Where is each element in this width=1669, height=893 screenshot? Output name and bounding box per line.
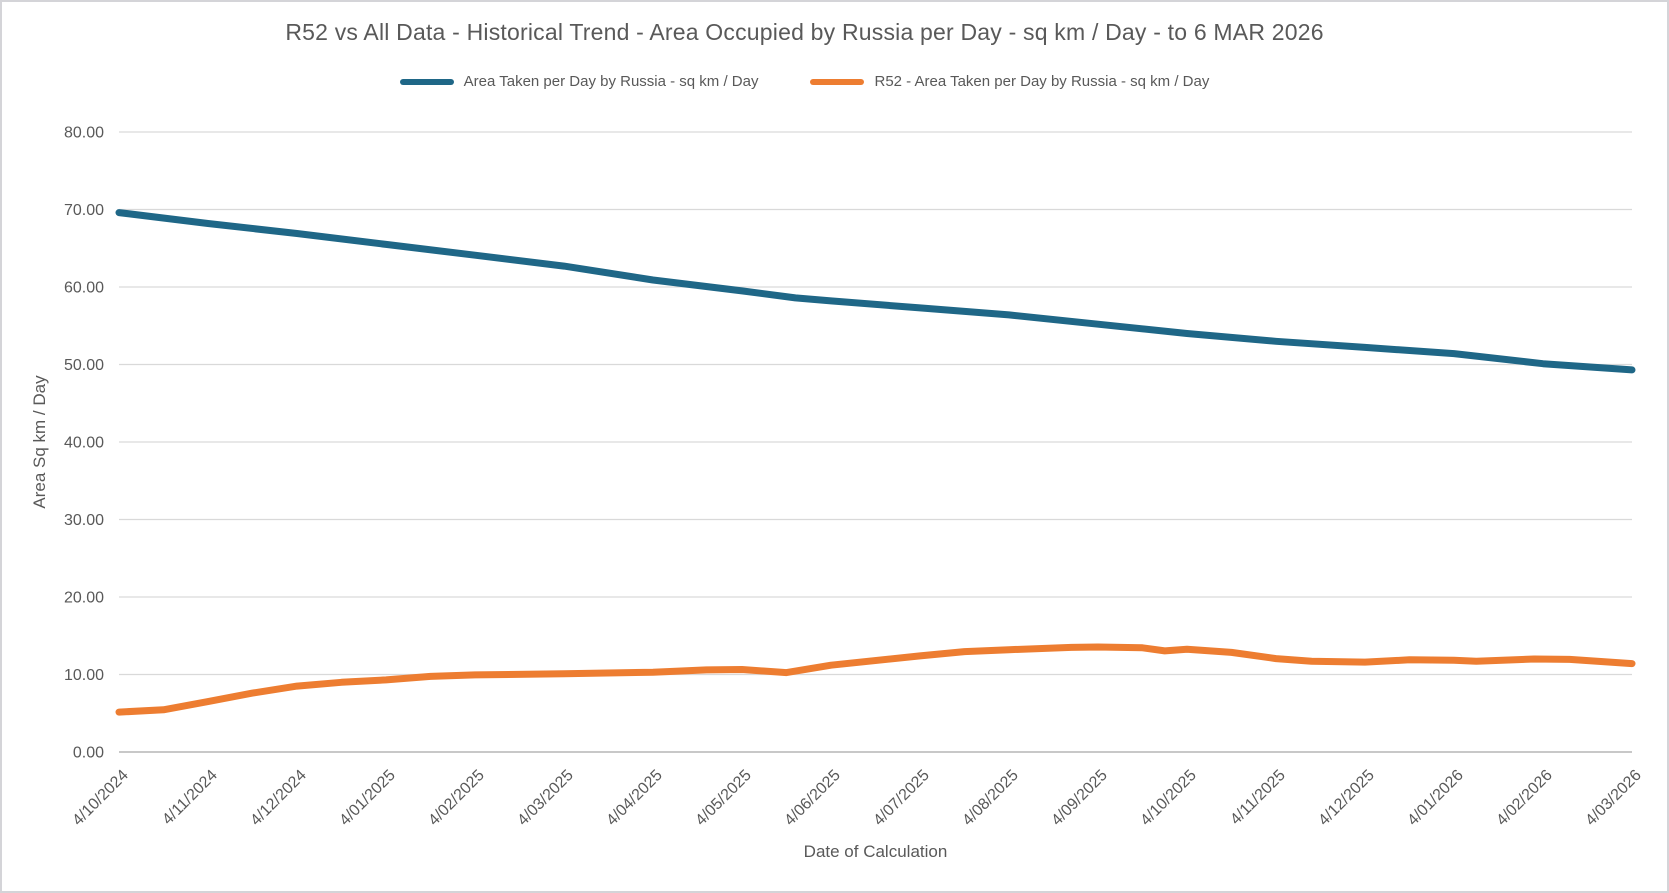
- legend-label: Area Taken per Day by Russia - sq km / D…: [463, 73, 759, 90]
- x-tick-label: 4/06/2025: [781, 767, 843, 829]
- legend-item-0: Area Taken per Day by Russia - sq km / D…: [399, 73, 759, 90]
- x-tick-label: 4/10/2024: [69, 767, 131, 829]
- series-line-1: [115, 643, 1636, 716]
- chart-legend: Area Taken per Day by Russia - sq km / D…: [2, 73, 1607, 90]
- x-tick-label: 4/11/2025: [1227, 767, 1289, 829]
- series-line-0: [115, 209, 1636, 374]
- legend-label: R52 - Area Taken per Day by Russia - sq …: [874, 73, 1210, 90]
- y-tick-label: 60.00: [64, 280, 104, 297]
- x-tick-label: 4/02/2025: [425, 767, 487, 829]
- x-tick-label: 4/11/2024: [159, 767, 221, 829]
- x-tick-label: 4/09/2025: [1048, 767, 1110, 829]
- y-tick-label: 20.00: [64, 590, 104, 607]
- legend-line-swatch: [399, 78, 454, 85]
- y-tick-label: 40.00: [64, 435, 104, 452]
- x-tick-label: 4/02/2026: [1493, 767, 1555, 829]
- x-tick-label: 4/03/2025: [514, 767, 576, 829]
- x-tick-label: 4/07/2025: [870, 767, 932, 829]
- x-tick-label: 4/08/2025: [959, 767, 1021, 829]
- x-tick-label: 4/12/2025: [1315, 767, 1377, 829]
- legend-item-1: R52 - Area Taken per Day by Russia - sq …: [810, 73, 1209, 90]
- x-tick-label: 4/04/2025: [603, 767, 665, 829]
- y-tick-label: 70.00: [64, 202, 104, 219]
- x-tick-label: 4/05/2025: [692, 767, 754, 829]
- y-tick-label: 50.00: [64, 357, 104, 374]
- x-axis-title: Date of Calculation: [803, 842, 948, 861]
- y-axis-title: Area Sq km / Day: [30, 375, 49, 509]
- legend-line-swatch: [810, 78, 865, 85]
- x-tick-label: 4/01/2026: [1404, 767, 1466, 829]
- y-tick-label: 30.00: [64, 512, 104, 529]
- y-tick-label: 80.00: [64, 125, 104, 142]
- chart-title: R52 vs All Data - Historical Trend - Are…: [285, 19, 1324, 45]
- y-tick-label: 10.00: [64, 667, 104, 684]
- x-tick-label: 4/03/2026: [1582, 767, 1644, 829]
- y-tick-label: 0.00: [73, 745, 104, 762]
- x-tick-label: 4/01/2025: [336, 767, 398, 829]
- x-tick-label: 4/10/2025: [1137, 767, 1199, 829]
- x-tick-label: 4/12/2024: [247, 767, 309, 829]
